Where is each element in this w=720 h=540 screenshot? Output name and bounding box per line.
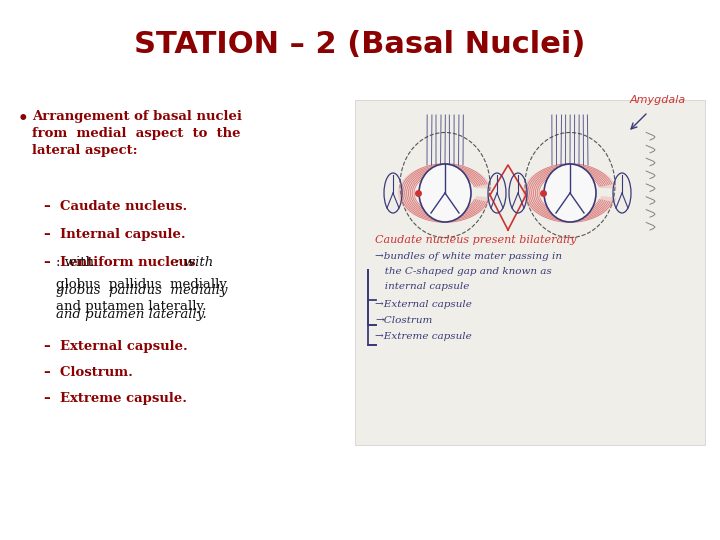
PathPatch shape: [398, 164, 492, 222]
Text: : with: : with: [175, 256, 213, 269]
Text: •: •: [18, 110, 29, 128]
Text: –  External capsule.: – External capsule.: [44, 340, 188, 353]
Ellipse shape: [419, 164, 471, 222]
Text: globus  pallidus  medially: globus pallidus medially: [56, 278, 227, 291]
Text: –  Lentiform nucleus: – Lentiform nucleus: [44, 256, 196, 269]
Text: STATION – 2 (Basal Nuclei): STATION – 2 (Basal Nuclei): [135, 30, 585, 59]
Text: : with: : with: [56, 256, 94, 269]
Text: –  Internal capsule.: – Internal capsule.: [44, 228, 186, 241]
Text: →bundles of white mater passing in: →bundles of white mater passing in: [375, 252, 562, 261]
Text: globus  pallidus  medially: globus pallidus medially: [56, 284, 228, 297]
Text: Caudate nucleus present bilaterally: Caudate nucleus present bilaterally: [375, 235, 577, 245]
Text: and putamen laterally.: and putamen laterally.: [56, 300, 207, 313]
Text: –  Extreme capsule.: – Extreme capsule.: [44, 392, 187, 405]
Text: Arrangement of basal nuclei
from  medial  aspect  to  the
lateral aspect:: Arrangement of basal nuclei from medial …: [32, 110, 242, 157]
Text: and putamen laterally.: and putamen laterally.: [56, 308, 207, 321]
Text: Amygdala: Amygdala: [630, 95, 686, 105]
Text: –  Caudate nucleus.: – Caudate nucleus.: [44, 200, 187, 213]
FancyBboxPatch shape: [355, 100, 705, 445]
Ellipse shape: [544, 164, 596, 222]
Text: the C-shaped gap and known as: the C-shaped gap and known as: [375, 267, 552, 276]
Text: →External capsule: →External capsule: [375, 300, 472, 309]
Text: internal capsule: internal capsule: [375, 282, 469, 291]
PathPatch shape: [523, 164, 616, 222]
Text: –  Clostrum.: – Clostrum.: [44, 366, 133, 379]
Text: →Extreme capsule: →Extreme capsule: [375, 332, 472, 341]
Text: →Clostrum: →Clostrum: [375, 316, 433, 325]
